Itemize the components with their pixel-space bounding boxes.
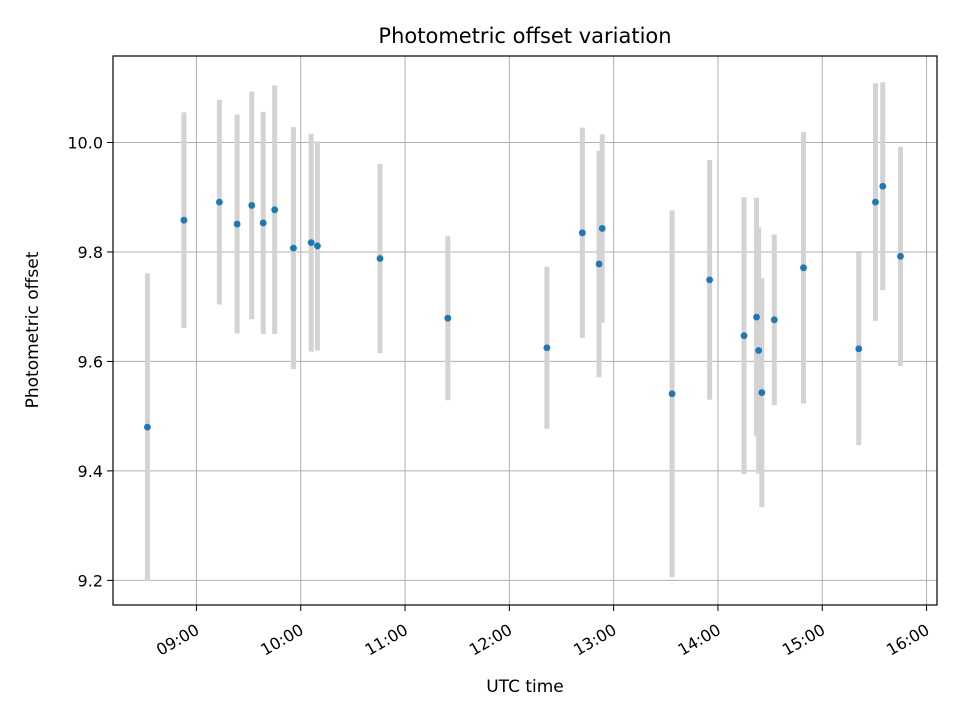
data-point bbox=[271, 206, 279, 214]
y-axis-label: Photometric offset bbox=[23, 251, 43, 408]
data-point bbox=[872, 198, 879, 206]
data-point bbox=[248, 202, 256, 209]
data-point bbox=[897, 252, 904, 260]
data-point bbox=[543, 344, 551, 352]
data-point bbox=[595, 260, 603, 268]
data-point bbox=[758, 389, 766, 397]
data-point bbox=[770, 316, 778, 324]
y-tick-label: 9.2 bbox=[78, 571, 103, 590]
data-point bbox=[376, 255, 384, 262]
data-point bbox=[215, 198, 223, 206]
data-point bbox=[753, 313, 760, 321]
y-tick-label: 9.6 bbox=[78, 352, 103, 371]
plot-frame bbox=[112, 55, 938, 606]
data-point bbox=[144, 423, 151, 431]
chart-title: Photometric offset variation bbox=[378, 24, 671, 48]
data-point bbox=[800, 264, 807, 272]
y-tick-label: 9.8 bbox=[78, 243, 103, 262]
data-point bbox=[180, 216, 188, 224]
data-point bbox=[233, 220, 241, 228]
data-point bbox=[259, 219, 267, 227]
data-point bbox=[444, 314, 452, 322]
data-points bbox=[144, 182, 904, 431]
x-axis-label: UTC time bbox=[486, 677, 564, 697]
data-point bbox=[290, 244, 297, 252]
data-point bbox=[668, 390, 676, 398]
data-point bbox=[578, 229, 586, 237]
y-tick-label: 10.0 bbox=[67, 133, 103, 152]
data-point bbox=[307, 239, 315, 247]
data-point bbox=[879, 182, 887, 190]
data-point bbox=[755, 347, 763, 354]
y-tick-label: 9.4 bbox=[78, 462, 103, 481]
data-point bbox=[740, 332, 748, 340]
data-point bbox=[855, 345, 863, 353]
data-point bbox=[598, 225, 606, 232]
data-point bbox=[706, 276, 714, 284]
y-axis-ticks: 9.2 9.4 9.6 9.8 10.0 bbox=[67, 133, 113, 590]
data-point bbox=[314, 242, 321, 250]
